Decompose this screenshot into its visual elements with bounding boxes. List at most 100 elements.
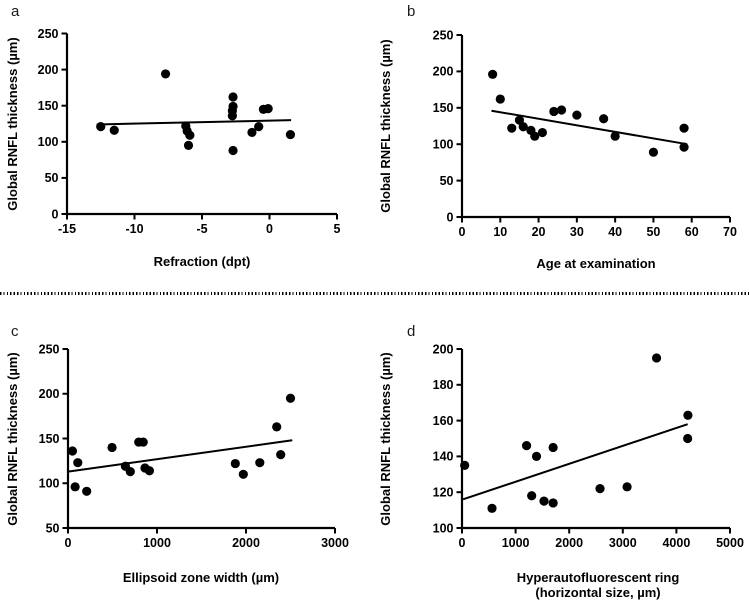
data-point	[125, 467, 135, 477]
y-tick-label: 0	[52, 207, 59, 221]
data-point	[144, 466, 155, 476]
x-tick-label: 2000	[232, 536, 260, 550]
x-axis: -15 -10 -5 0 5	[58, 214, 341, 236]
y-tick-label: 140	[433, 450, 454, 464]
y-tick-label: 200	[39, 387, 60, 401]
y-tick-label: 250	[39, 342, 60, 356]
x-tick-label: 50	[646, 225, 660, 239]
data-points	[488, 69, 689, 157]
x-tick-label: 0	[266, 222, 273, 236]
y-tick-label: 150	[38, 99, 59, 113]
y-axis: 50 100 150 200 250	[39, 342, 68, 535]
y-tick-label: 250	[38, 27, 59, 41]
y-axis-title: Global RNFL thickness (µm)	[378, 352, 393, 525]
y-tick-label: 150	[39, 432, 60, 446]
data-point	[227, 111, 237, 121]
data-points	[96, 69, 296, 156]
panel-c: 50 100 150 200 250 0 1000 2000 3000 Ellipsoid zon…	[5, 323, 349, 585]
trend-line	[96, 119, 292, 126]
x-tick-label: 30	[570, 225, 584, 239]
data-point	[622, 482, 632, 492]
y-tick-label: 200	[38, 63, 59, 77]
y-tick-label: 50	[46, 521, 60, 535]
x-axis: 0 1000 2000 3000	[65, 528, 349, 550]
data-point	[228, 92, 238, 102]
x-axis-title: Ellipsoid zone width (µm)	[123, 570, 279, 585]
data-point	[285, 129, 296, 140]
x-axis-title: Age at examination	[536, 256, 655, 271]
panel-letter-a: a	[11, 3, 20, 20]
axes-lines	[66, 349, 335, 530]
y-tick-label: 150	[433, 101, 454, 115]
data-point	[183, 140, 194, 151]
data-point	[228, 145, 238, 156]
panel-b: 0 50 100 150 200 250 0 10 20 30 40 50 60 70 Age at exa…	[378, 3, 737, 271]
y-tick-label: 200	[433, 342, 454, 356]
data-point	[549, 106, 559, 117]
data-point	[539, 496, 549, 506]
data-point	[460, 460, 470, 470]
data-point	[238, 469, 248, 479]
y-tick-label: 160	[433, 414, 454, 428]
panel-letter-d: d	[407, 323, 415, 340]
data-point	[683, 433, 693, 444]
x-tick-label: 20	[532, 225, 546, 239]
axes-lines	[460, 35, 730, 219]
data-point	[518, 122, 528, 132]
x-axis-title: Hyperautofluorescent ring	[517, 570, 680, 585]
x-tick-label: 0	[65, 536, 72, 550]
data-point	[527, 491, 537, 501]
data-point	[160, 69, 171, 79]
y-axis-title: Global RNFL thickness (µm)	[378, 39, 393, 212]
data-point	[255, 458, 265, 468]
y-axis: 0 50 100 150 200 250	[433, 28, 462, 224]
x-axis-title: Refraction (dpt)	[154, 254, 251, 269]
data-point	[679, 123, 689, 133]
data-point	[595, 484, 605, 494]
panel-letter-b: b	[407, 3, 415, 20]
data-point	[67, 446, 78, 456]
trend-line	[491, 109, 688, 146]
y-tick-label: 50	[45, 171, 59, 185]
y-axis: 0 50 100 150 200 250	[38, 27, 67, 221]
x-tick-label: 0	[459, 536, 466, 550]
x-tick-label: 1000	[143, 536, 171, 550]
y-axis: 100 120 140 160 180 200	[433, 342, 462, 535]
x-axis: 0 10 20 30 40 50 60 70	[459, 217, 737, 239]
y-tick-label: 50	[440, 174, 454, 188]
data-point	[285, 393, 296, 403]
data-point	[679, 142, 689, 152]
dotted-divider	[0, 292, 749, 295]
panel-a: 0 50 100 150 200 250 -15 -10 -5 0 5 Refraction (dpt…	[5, 3, 341, 269]
y-axis-title: Global RNFL thickness (µm)	[5, 352, 20, 525]
x-tick-label: -10	[125, 222, 143, 236]
panel-letter-c: c	[11, 323, 19, 340]
data-point	[82, 486, 92, 496]
data-point	[96, 122, 106, 132]
data-point	[70, 482, 80, 492]
x-tick-label: 4000	[662, 536, 690, 550]
x-axis-title-line2: (horizontal size, µm)	[535, 585, 660, 600]
data-point	[521, 441, 532, 451]
y-axis-title: Global RNFL thickness (µm)	[5, 37, 20, 210]
data-point	[107, 442, 117, 453]
data-point	[488, 69, 498, 79]
x-axis: 0 1000 2000 3000 4000 5000	[459, 528, 744, 550]
data-point	[648, 147, 659, 157]
data-point	[530, 131, 540, 141]
data-point	[487, 503, 497, 513]
x-tick-label: 0	[459, 225, 466, 239]
y-tick-label: 100	[38, 135, 59, 149]
y-tick-label: 200	[433, 65, 454, 79]
y-tick-label: 100	[39, 477, 60, 491]
x-tick-label: 60	[685, 225, 699, 239]
data-point	[247, 127, 257, 138]
y-tick-label: 0	[447, 210, 454, 224]
x-tick-label: -5	[196, 222, 207, 236]
x-tick-label: 10	[493, 225, 507, 239]
data-point	[548, 498, 558, 508]
x-tick-label: 3000	[609, 536, 637, 550]
data-point	[548, 442, 558, 453]
data-points	[67, 393, 296, 496]
